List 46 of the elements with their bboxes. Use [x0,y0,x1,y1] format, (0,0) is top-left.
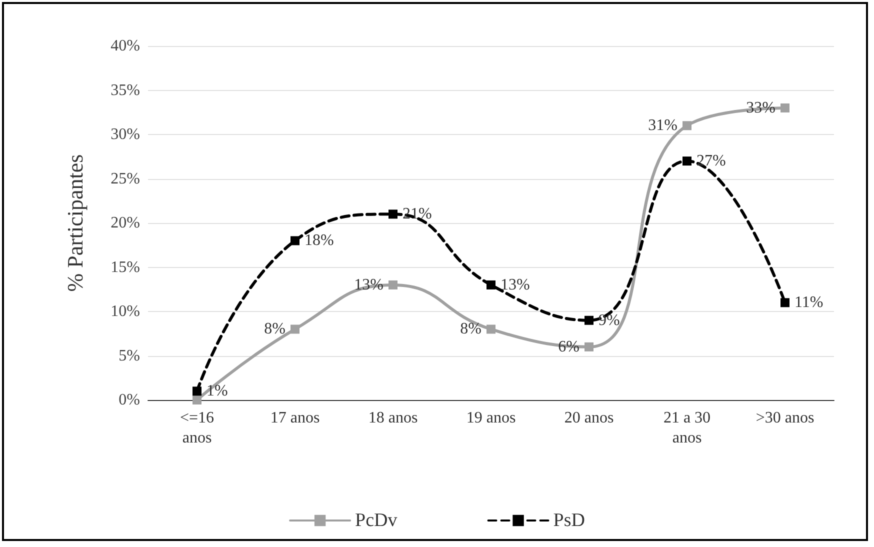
point [192,386,202,396]
x-tick-label: 21 a 30 anos [663,410,711,446]
point [486,324,496,334]
y-tick-label: 35% [110,82,140,99]
data-label: 31% [648,117,678,134]
point [682,156,692,166]
x-tick-label: 20 anos [564,410,614,426]
legend-label: PcDv [355,510,398,531]
x-tick-label: 17 anos [270,410,320,426]
data-label: 8% [264,320,286,338]
data-label: 13% [500,276,530,294]
data-label: 11% [794,294,824,312]
x-tick-label: >30 anos [756,410,814,426]
y-tick-label: 0% [118,392,140,408]
data-label: 21% [402,206,432,223]
point [584,316,594,325]
x-tick-label: <=16 anos [180,410,214,446]
y-axis-title: % Participantes [62,154,88,292]
point [780,103,790,112]
data-label: 18% [304,232,334,250]
y-tick-label: 20% [110,214,140,232]
data-label: 33% [746,99,776,116]
y-tick-label: 25% [110,170,140,188]
data-label: 9% [598,312,620,329]
point [682,121,692,130]
point [290,324,300,334]
y-tick-label: 15% [110,258,140,276]
data-label: 8% [460,320,482,338]
point [486,280,496,290]
point [584,342,594,352]
y-tick-label: 30% [110,126,140,143]
point [388,210,398,219]
y-tick-label: 40% [110,38,140,54]
y-tick-label: 10% [110,303,140,320]
x-tick-label: 18 anos [368,410,418,426]
point [780,298,790,308]
y-tick-label: 5% [118,347,140,364]
point [388,280,398,290]
x-tick-label: 19 anos [466,410,516,426]
data-label: 13% [354,276,384,294]
data-label: 27% [696,152,726,170]
legend-label: PsD [553,510,585,531]
data-label: 6% [558,338,580,356]
point [192,396,202,404]
point [290,236,300,246]
data-label: 1% [206,382,228,400]
